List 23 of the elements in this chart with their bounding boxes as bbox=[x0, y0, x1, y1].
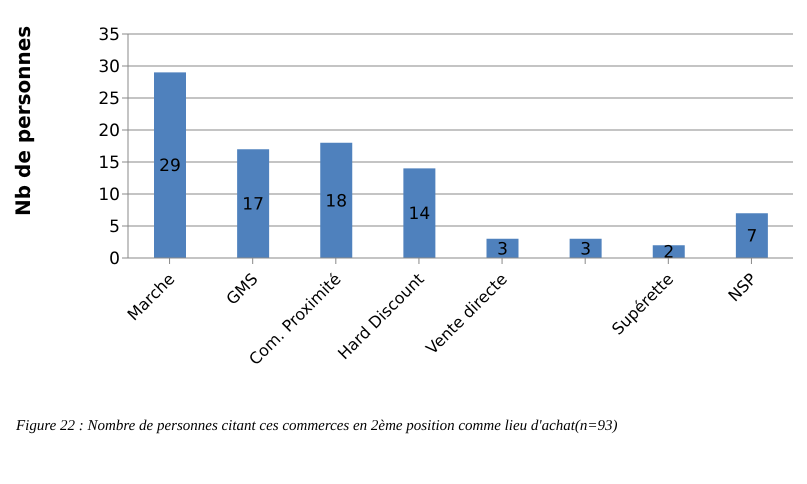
y-tick-label: 35 bbox=[98, 25, 120, 46]
data-label: 17 bbox=[242, 194, 264, 215]
caption: Figure 22 : Nombre de personnes citant ces commerces en 2ème position comme lieu d'achat(n=93) bbox=[16, 418, 619, 435]
data-label: 3 bbox=[497, 239, 508, 260]
data-label: 14 bbox=[408, 204, 430, 224]
data-label: 18 bbox=[325, 191, 348, 212]
bar bbox=[237, 149, 270, 258]
data-label: 29 bbox=[159, 156, 181, 176]
y-tick-label: 5 bbox=[109, 217, 120, 238]
bar bbox=[320, 142, 352, 258]
y-tick-label: 0 bbox=[109, 249, 120, 270]
y-tick-label: 30 bbox=[98, 57, 120, 78]
y-tick-label: 15 bbox=[98, 153, 120, 174]
data-label: 2 bbox=[663, 242, 674, 263]
bar bbox=[403, 168, 436, 258]
y-axis-title: Nb de personnes bbox=[11, 26, 36, 216]
y-tick-label: 20 bbox=[98, 121, 120, 142]
bar bbox=[736, 213, 768, 258]
data-label: 7 bbox=[746, 226, 758, 247]
y-tick-label: 25 bbox=[98, 89, 120, 110]
bar bbox=[154, 72, 186, 258]
y-tick-label: 10 bbox=[98, 185, 120, 206]
data-label: 3 bbox=[580, 239, 592, 260]
